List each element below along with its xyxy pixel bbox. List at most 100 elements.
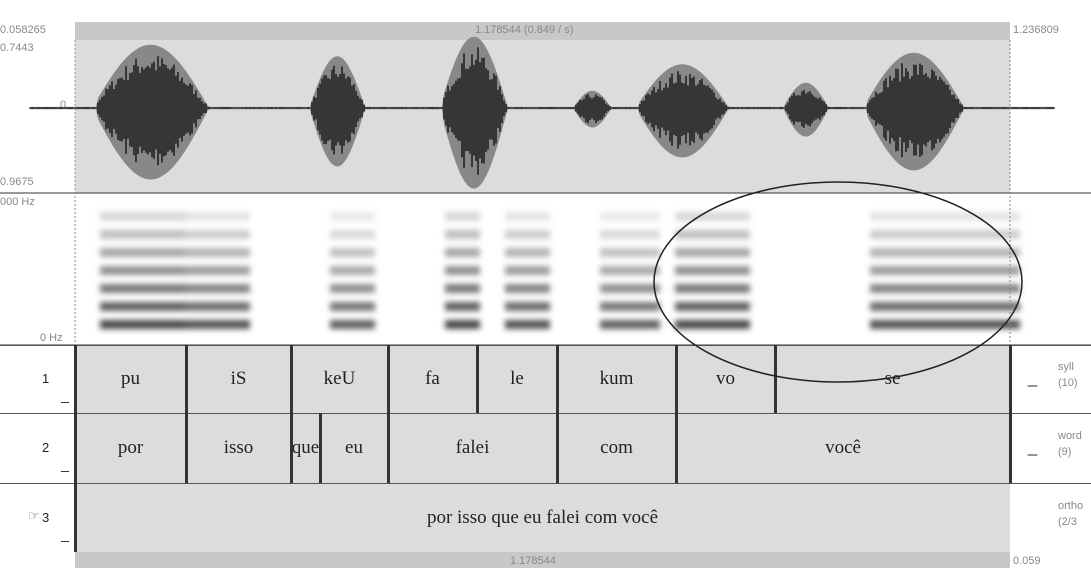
tier-number: 1 — [42, 371, 50, 386]
formant-band — [330, 284, 375, 293]
formant-band — [445, 230, 480, 239]
formant-band — [185, 212, 250, 221]
interval-boundary — [185, 345, 188, 413]
formant-band — [330, 302, 375, 311]
interval-label[interactable]: se — [884, 368, 901, 389]
formant-band — [185, 230, 250, 239]
formant-band — [600, 320, 660, 329]
formant-band — [600, 212, 660, 221]
interval-boundary — [290, 413, 293, 483]
tier-right-border — [0, 345, 1091, 346]
tier-background[interactable] — [75, 413, 1010, 484]
tier-count: (2/3 — [1058, 515, 1077, 528]
wave-max: 0.7443 — [0, 42, 34, 54]
interval-label[interactable]: por isso que eu falei com você — [426, 506, 659, 528]
interval-label[interactable]: pu — [121, 368, 140, 389]
interval-boundary — [556, 413, 559, 483]
interval-boundary — [74, 413, 77, 483]
interval-boundary — [675, 413, 678, 483]
interval-label[interactable]: _ — [1027, 368, 1038, 389]
interval-label[interactable]: isso — [223, 437, 254, 458]
formant-band — [445, 302, 480, 311]
interval-boundary — [185, 413, 188, 483]
formant-band — [675, 230, 750, 239]
formant-band — [445, 248, 480, 257]
formant-band — [505, 284, 550, 293]
formant-band — [870, 302, 1020, 311]
interval-boundary — [675, 345, 678, 413]
formant-band — [675, 266, 750, 275]
interval-label[interactable]: por — [117, 437, 144, 458]
interval-label: _ — [61, 525, 69, 542]
tier-number: 2 — [42, 440, 50, 455]
tier-background[interactable] — [75, 483, 1010, 553]
interval-boundary — [290, 345, 293, 413]
formant-band — [330, 230, 375, 239]
interval-boundary — [1009, 345, 1012, 413]
wave-zero: 0 — [60, 99, 67, 111]
tier-right-border — [0, 413, 1091, 414]
formant-band — [675, 320, 750, 329]
formant-band — [445, 212, 480, 221]
formant-band — [330, 212, 375, 221]
formant-band — [505, 248, 550, 257]
tier-right-border — [0, 483, 1091, 484]
formant-band — [330, 248, 375, 257]
top-ruler[interactable] — [75, 22, 1010, 40]
interval-boundary — [74, 345, 77, 413]
bottom-selection: 1.178544 — [510, 555, 556, 567]
interval-boundary — [774, 345, 777, 413]
waveform — [29, 36, 1055, 189]
interval-label[interactable]: vo — [716, 368, 735, 389]
formant-band — [445, 266, 480, 275]
formant-band — [505, 212, 550, 221]
formant-band — [445, 320, 480, 329]
interval-label[interactable]: iS — [230, 368, 247, 389]
interval-label[interactable]: _ — [1027, 437, 1038, 458]
interval-label[interactable]: que — [291, 437, 320, 458]
formant-band — [100, 230, 185, 239]
interval-label[interactable]: kum — [599, 368, 634, 389]
interval-label: _ — [61, 456, 69, 472]
formant-band — [185, 320, 250, 329]
formant-band — [100, 320, 185, 329]
formant-band — [185, 266, 250, 275]
formant-band — [600, 266, 660, 275]
interval-label[interactable]: você — [825, 437, 861, 458]
pointer-icon: ☞ — [28, 508, 40, 523]
formant-band — [870, 320, 1020, 329]
waveform-panel[interactable] — [75, 40, 1010, 193]
tier-count: (10) — [1058, 377, 1078, 389]
formant-band — [100, 266, 185, 275]
formant-band — [600, 230, 660, 239]
formant-band — [330, 320, 375, 329]
interval-label[interactable]: keU — [323, 368, 356, 389]
formant-band — [870, 284, 1020, 293]
bottom-end: 0.059 — [1013, 555, 1041, 567]
interval-label[interactable]: eu — [345, 437, 363, 458]
formant-band — [675, 284, 750, 293]
interval-label[interactable]: le — [510, 368, 524, 389]
interval-label: _ — [61, 387, 69, 403]
formant-band — [185, 284, 250, 293]
bottom-ruler[interactable] — [75, 552, 1010, 568]
spec-max: 000 Hz — [0, 196, 35, 208]
interval-boundary — [387, 345, 390, 413]
tier-name: word — [1058, 430, 1082, 442]
formant-band — [600, 248, 660, 257]
tier-name: syll — [1058, 361, 1074, 373]
formant-band — [100, 284, 185, 293]
formant-band — [870, 212, 1020, 221]
tier-number: 3 — [42, 509, 50, 525]
interval-label[interactable]: falei — [455, 437, 490, 458]
formant-band — [505, 230, 550, 239]
interval-label[interactable]: com — [600, 437, 633, 458]
formant-band — [870, 266, 1020, 275]
interval-boundary — [556, 345, 559, 413]
interval-label[interactable]: fa — [425, 368, 440, 389]
interval-boundary — [74, 483, 77, 552]
formant-band — [600, 302, 660, 311]
formant-band — [870, 230, 1020, 239]
spec-min: 0 Hz — [40, 332, 63, 344]
